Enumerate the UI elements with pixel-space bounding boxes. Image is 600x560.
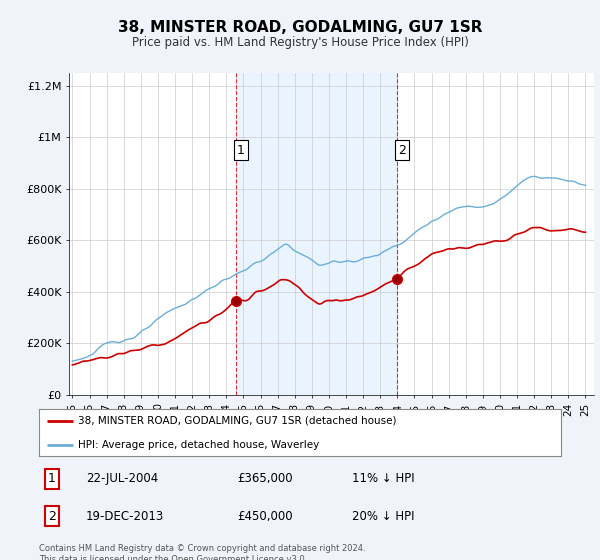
Text: 20% ↓ HPI: 20% ↓ HPI bbox=[352, 510, 415, 523]
Text: 19-DEC-2013: 19-DEC-2013 bbox=[86, 510, 164, 523]
Text: 1: 1 bbox=[237, 143, 245, 157]
Text: 38, MINSTER ROAD, GODALMING, GU7 1SR: 38, MINSTER ROAD, GODALMING, GU7 1SR bbox=[118, 20, 482, 35]
Text: 22-JUL-2004: 22-JUL-2004 bbox=[86, 472, 158, 485]
Text: £365,000: £365,000 bbox=[238, 472, 293, 485]
Text: 2: 2 bbox=[48, 510, 56, 523]
Bar bbox=[236, 73, 397, 395]
Text: 1: 1 bbox=[48, 472, 56, 485]
Text: 11% ↓ HPI: 11% ↓ HPI bbox=[352, 472, 415, 485]
Text: HPI: Average price, detached house, Waverley: HPI: Average price, detached house, Wave… bbox=[78, 440, 319, 450]
Text: 38, MINSTER ROAD, GODALMING, GU7 1SR (detached house): 38, MINSTER ROAD, GODALMING, GU7 1SR (de… bbox=[78, 416, 397, 426]
Text: £450,000: £450,000 bbox=[238, 510, 293, 523]
Text: Price paid vs. HM Land Registry's House Price Index (HPI): Price paid vs. HM Land Registry's House … bbox=[131, 36, 469, 49]
Text: Contains HM Land Registry data © Crown copyright and database right 2024.
This d: Contains HM Land Registry data © Crown c… bbox=[39, 544, 365, 560]
Text: 2: 2 bbox=[398, 143, 406, 157]
